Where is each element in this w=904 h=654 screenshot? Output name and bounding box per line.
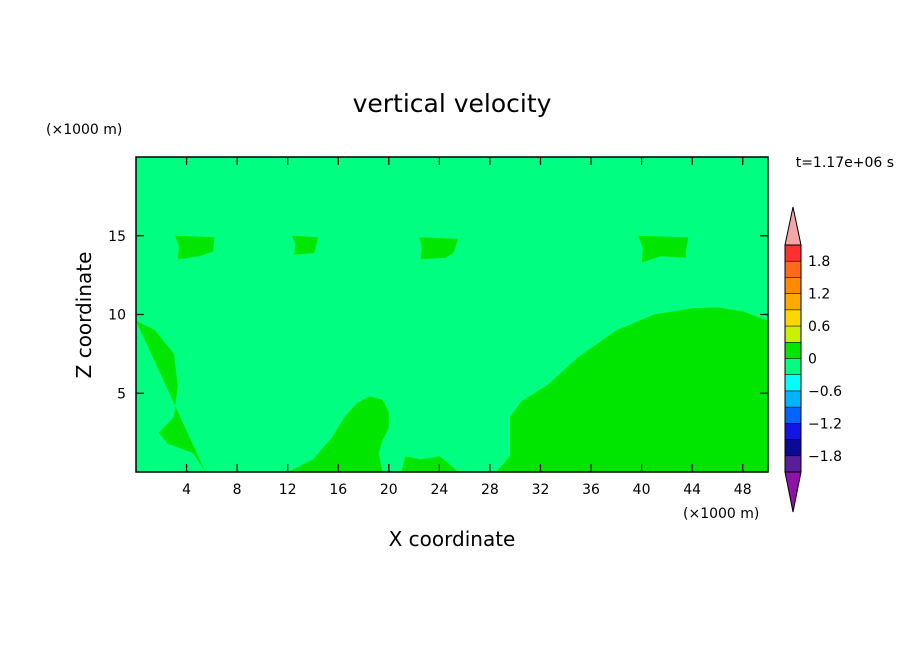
- y-tick-label: 5: [117, 386, 126, 402]
- colorbar-band: [785, 407, 801, 424]
- colorbar-tick-label: 1.2: [808, 287, 830, 303]
- x-axis-label: X coordinate: [389, 527, 516, 551]
- colorbar-band: [785, 423, 801, 440]
- colorbar-band: [785, 455, 801, 472]
- colorbar-band: [785, 293, 801, 310]
- colorbar-band: [785, 374, 801, 391]
- colorbar-over-triangle: [784, 206, 802, 246]
- colorbar-band: [785, 277, 801, 294]
- colorbar-tick-label: 1.8: [808, 254, 830, 270]
- contour-region-center-lobe: [287, 396, 389, 472]
- y-axis-ticks: 5 10 15: [108, 229, 768, 402]
- x-tick-label: 32: [532, 482, 550, 498]
- x-tick-label: 16: [329, 482, 347, 498]
- x-tick-label: 4: [182, 482, 191, 498]
- contour-region-right-lobe: [496, 307, 768, 472]
- x-tick-label: 24: [430, 482, 448, 498]
- y-axis-label: Z coordinate: [72, 252, 96, 379]
- x-tick-label: 40: [633, 482, 651, 498]
- colorbar-band: [785, 390, 801, 408]
- contour-region-upper-blob-1: [175, 235, 215, 260]
- colorbar-tick-label: 0.6: [808, 319, 830, 335]
- x-tick-label: 8: [233, 482, 242, 498]
- colorbar-band: [785, 358, 801, 375]
- x-tick-label: 36: [582, 482, 600, 498]
- colorbar-band: [785, 245, 801, 262]
- contour-region-upper-blob-3: [419, 237, 459, 260]
- x-tick-label: 20: [380, 482, 398, 498]
- y-tick-label: 10: [108, 308, 126, 324]
- colorbar-under-triangle: [784, 471, 802, 513]
- contour-region-upper-blob-2: [291, 235, 318, 255]
- x-axis-ticks: 4 8 12 16 20 24 28 32 36 40 44 48: [182, 157, 752, 498]
- colorbar-band: [785, 261, 801, 278]
- y-unit-label: (×1000 m): [46, 122, 122, 138]
- contour-region-center-bumps: [401, 456, 459, 472]
- x-unit-label: (×1000 m): [683, 506, 759, 522]
- positive-regions: [136, 235, 768, 472]
- y-tick-label: 15: [108, 229, 126, 245]
- colorbar-band: [785, 439, 801, 456]
- contour-region-left-lobe: [136, 320, 206, 472]
- colorbar-band: [785, 309, 801, 327]
- colorbar-tick-label: −0.6: [808, 384, 842, 400]
- colorbar-frame: [784, 244, 802, 473]
- colorbar-tick-label: 0: [808, 352, 817, 368]
- x-tick-label: 44: [683, 482, 701, 498]
- contour-region-upper-blob-4: [637, 235, 689, 263]
- colorbar-tick-label: −1.8: [808, 449, 842, 465]
- colorbar-band: [785, 326, 801, 343]
- chart-title: vertical velocity: [353, 89, 552, 118]
- x-tick-label: 12: [279, 482, 297, 498]
- colorbar-tick-label: −1.2: [808, 416, 842, 432]
- x-tick-label: 28: [481, 482, 499, 498]
- colorbar-band: [785, 342, 801, 359]
- time-label: t=1.17e+06 s: [796, 155, 894, 171]
- x-tick-label: 48: [734, 482, 752, 498]
- colorbar: 1.8 1.2 0.6 0 −0.6 −1.2 −1.8: [784, 206, 842, 513]
